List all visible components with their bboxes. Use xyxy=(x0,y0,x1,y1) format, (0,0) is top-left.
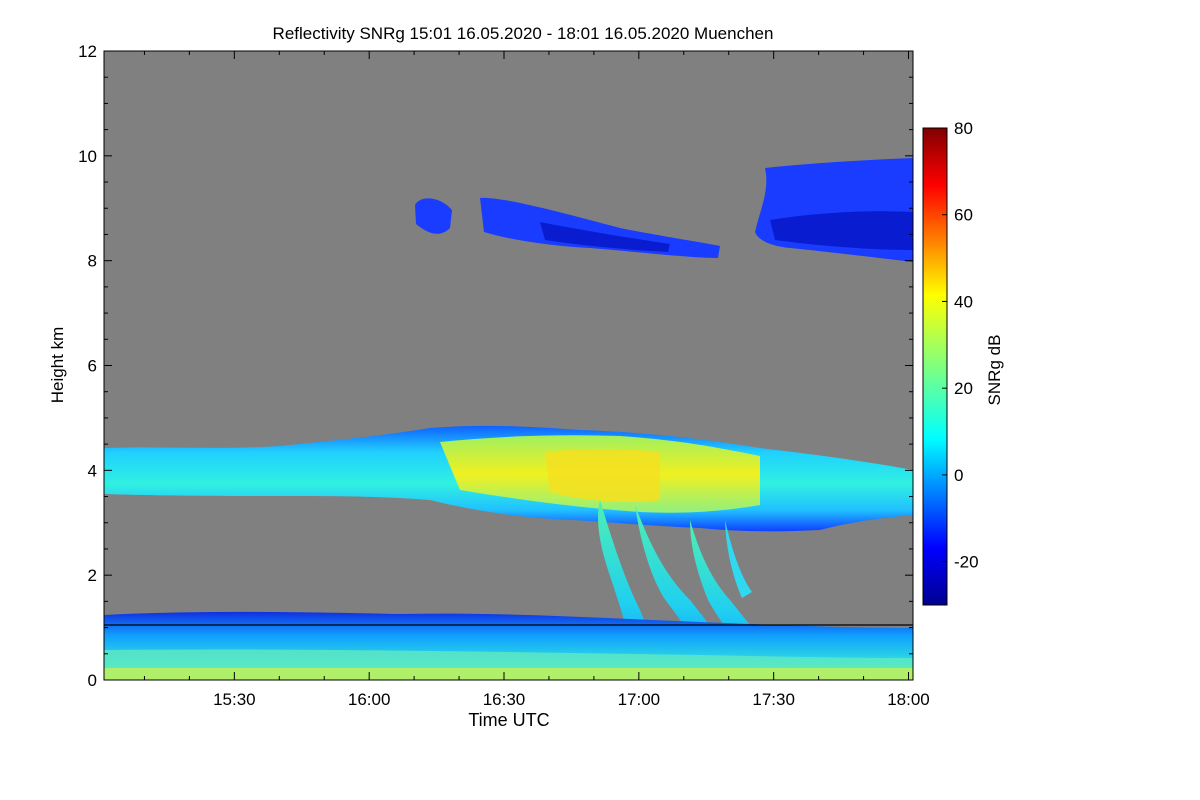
y-tick-label: 12 xyxy=(78,42,97,61)
colorbar-tick-label: 60 xyxy=(954,206,973,225)
y-tick-label: 2 xyxy=(88,566,97,585)
y-tick-label: 4 xyxy=(88,461,97,480)
y-tick-label: 6 xyxy=(88,357,97,376)
plot-background xyxy=(104,51,913,680)
colorbar-tick-label: 80 xyxy=(954,119,973,138)
x-tick-label: 16:00 xyxy=(348,690,391,709)
x-tick-label: 16:30 xyxy=(483,690,526,709)
colorbar-tick-label: 20 xyxy=(954,379,973,398)
x-tick-label: 17:00 xyxy=(618,690,661,709)
colorbar-tick-label: -20 xyxy=(954,553,979,572)
colorbar-ticks: -20 0 20 40 60 80 xyxy=(942,119,979,572)
x-tick-label: 17:30 xyxy=(752,690,795,709)
x-axis-label: Time UTC xyxy=(468,710,549,730)
colorbar-tick-label: 40 xyxy=(954,292,973,311)
y-axis-label: Height km xyxy=(48,327,67,404)
x-tick-label: 15:30 xyxy=(213,690,256,709)
boundary-layer xyxy=(104,611,913,680)
cirrus-layer xyxy=(415,158,913,262)
stratiform-layer xyxy=(104,425,913,532)
colorbar: -20 0 20 40 60 80 SNRg dB xyxy=(922,119,1004,606)
chart-title: Reflectivity SNRg 15:01 16.05.2020 - 18:… xyxy=(273,24,774,43)
y-tick-label: 8 xyxy=(88,252,97,271)
x-axis-ticks: 15:30 16:00 16:30 17:00 17:30 18:00 xyxy=(143,51,930,709)
y-tick-label: 0 xyxy=(88,671,97,690)
y-tick-label: 10 xyxy=(78,147,97,166)
colorbar-gradient xyxy=(922,127,948,606)
colorbar-tick-label: 0 xyxy=(954,466,963,485)
y-axis-ticks: 0 2 4 6 8 10 12 xyxy=(78,42,913,690)
colorbar-label: SNRg dB xyxy=(985,335,1004,406)
x-tick-label: 18:00 xyxy=(887,690,930,709)
